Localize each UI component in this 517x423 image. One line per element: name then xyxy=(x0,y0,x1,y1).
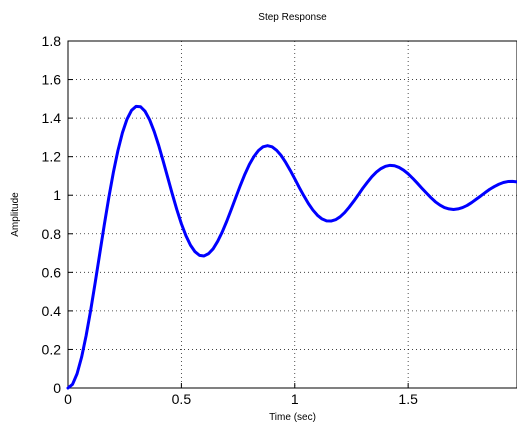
grid-lines xyxy=(68,41,517,388)
x-axis-title: Time (sec) xyxy=(269,412,316,423)
y-tick-label: 1.8 xyxy=(42,33,62,49)
y-tick-label: 0.2 xyxy=(42,341,62,357)
x-tick-label: 0.5 xyxy=(172,391,192,407)
y-axis-title: Amplitude xyxy=(10,192,21,237)
y-tick-label: 1 xyxy=(53,187,61,203)
x-tick-label: 0 xyxy=(64,391,72,407)
y-tick-label: 0.4 xyxy=(42,303,62,319)
plot-area xyxy=(67,40,517,389)
chart-title: Step Response xyxy=(258,12,327,23)
step-response-line xyxy=(66,104,517,390)
y-tick-label: 0.8 xyxy=(42,226,62,242)
y-tick-label: 1.2 xyxy=(42,149,62,165)
axis-ticks: 0 0.2 0.4 0.6 0.8 1 1.2 1.4 1.6 1.8 0 0.5 1 1.5 xyxy=(42,33,419,407)
y-tick-label: 0.6 xyxy=(42,264,62,280)
y-tick-label: 0 xyxy=(53,380,61,396)
x-tick-label: 1.5 xyxy=(398,391,418,407)
series-layer xyxy=(66,104,517,390)
x-tick-label: 1 xyxy=(291,391,299,407)
y-tick-label: 1.6 xyxy=(42,72,62,88)
y-tick-label: 1.4 xyxy=(42,110,62,126)
